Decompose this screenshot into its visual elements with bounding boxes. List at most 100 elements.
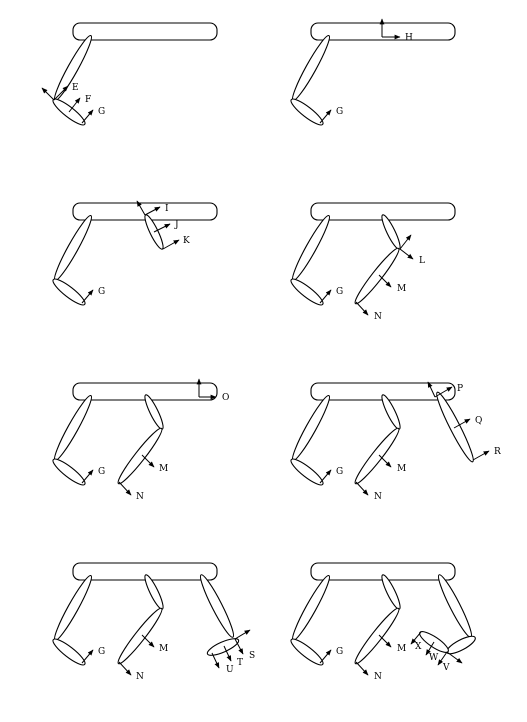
label-g: G — [98, 647, 105, 657]
upper-link — [53, 214, 93, 282]
label-n: N — [136, 672, 144, 682]
label-h: H — [405, 33, 413, 43]
arrow-p-up — [427, 381, 436, 398]
upper-link — [291, 214, 331, 282]
label-j: J — [174, 220, 179, 230]
label-r: R — [494, 447, 501, 457]
arrow-n — [355, 301, 369, 316]
arrow-i — [144, 206, 161, 216]
arrow-g — [81, 469, 94, 484]
label-u: U — [226, 665, 234, 675]
arrow-n — [118, 481, 132, 496]
upper-link — [291, 574, 331, 642]
arrow-g — [319, 469, 332, 484]
arrow-m — [141, 634, 155, 648]
arrow-v — [437, 651, 448, 666]
label-w: W — [429, 653, 439, 663]
label-l: L — [419, 256, 425, 266]
arrow-w — [425, 641, 435, 656]
label-m: M — [397, 464, 406, 474]
label-t: T — [237, 658, 243, 668]
label-x: X — [415, 642, 422, 652]
lower-link — [290, 458, 324, 486]
arrow-s — [234, 629, 251, 640]
label-f: F — [85, 95, 91, 105]
arrow-g — [81, 109, 94, 124]
lower-link — [290, 638, 324, 666]
label-n: N — [374, 672, 382, 682]
arrow-n — [355, 481, 369, 496]
label-g: G — [336, 107, 343, 117]
arrow-r — [472, 450, 490, 461]
arrow-g — [319, 289, 332, 304]
label-g: G — [336, 467, 343, 477]
arrow-p — [434, 386, 453, 398]
lower-link — [52, 638, 86, 666]
label-m: M — [397, 644, 406, 654]
lower-link — [52, 278, 86, 306]
arrow-k — [162, 239, 180, 250]
foot-link — [206, 638, 240, 656]
lower-link — [52, 458, 86, 486]
arrow-g — [319, 649, 332, 664]
arrow-e2 — [53, 85, 69, 101]
panel-5: O G M N — [52, 378, 229, 502]
label-k: K — [183, 236, 190, 246]
arrow-v2 — [446, 651, 463, 664]
body-bar — [72, 22, 218, 41]
panel-7: G M N S T U — [52, 562, 255, 682]
panel-6: G M N P Q R — [290, 381, 501, 502]
label-i: I — [165, 204, 169, 214]
arrow-m — [141, 454, 155, 468]
label-g: G — [336, 647, 343, 657]
arrow-t — [223, 645, 232, 662]
label-g: G — [98, 467, 105, 477]
label-n: N — [374, 492, 382, 502]
panel-3: G I J K — [52, 200, 218, 306]
label-m: M — [159, 464, 168, 474]
upper-link — [291, 34, 331, 102]
panel-4: G L M N — [290, 202, 456, 322]
label-n: N — [374, 312, 382, 322]
leg-lower-link — [117, 607, 163, 665]
label-m: M — [159, 644, 168, 654]
third-link — [199, 574, 235, 638]
arrow-g — [81, 289, 94, 304]
arrow-l-up — [399, 234, 412, 250]
arrow-m — [378, 274, 392, 288]
upper-link — [53, 394, 93, 462]
leg-lower-link — [354, 607, 400, 665]
arrow-f — [68, 97, 81, 113]
lower-link — [290, 98, 324, 126]
label-o: O — [222, 393, 229, 403]
label-g: G — [98, 107, 105, 117]
leg-lower-link — [354, 427, 400, 485]
label-v: V — [442, 663, 450, 673]
arrow-l — [399, 248, 414, 260]
arrow-s2 — [234, 638, 244, 655]
panel-1: E F G — [41, 22, 218, 126]
arrow-g — [81, 649, 94, 664]
arrow-j — [153, 223, 171, 233]
label-g: G — [98, 287, 105, 297]
arrow-u — [211, 652, 220, 669]
upper-link — [291, 394, 331, 462]
lower-link — [290, 278, 324, 306]
arrow-m — [378, 634, 392, 648]
arrow-g — [319, 109, 332, 124]
third-link — [437, 574, 473, 638]
panel-8: G M N X W V — [290, 562, 476, 682]
arrow-q — [453, 418, 471, 429]
label-q: Q — [475, 416, 482, 426]
label-e: E — [72, 83, 79, 93]
label-p: P — [457, 384, 463, 394]
arrow-i-up — [136, 200, 146, 216]
label-n: N — [136, 492, 144, 502]
label-g: G — [336, 287, 343, 297]
label-m: M — [397, 284, 406, 294]
arrow-m — [378, 454, 392, 468]
arrow-e — [41, 87, 55, 101]
arrow-n — [118, 661, 132, 676]
upper-link — [53, 574, 93, 642]
